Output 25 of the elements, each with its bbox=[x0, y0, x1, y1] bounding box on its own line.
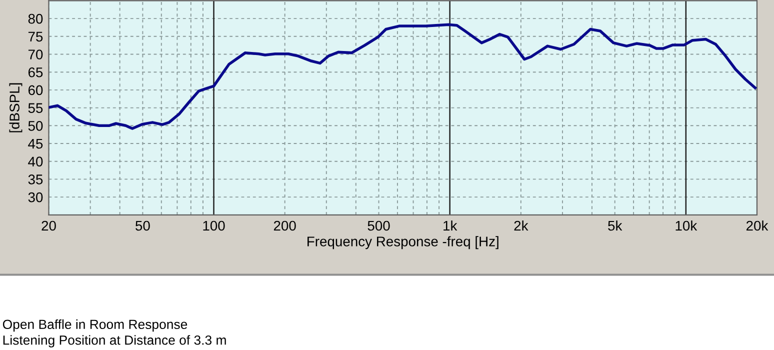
text: Open Baffle in Room Response bbox=[2, 319, 188, 332]
x-tick-label: 5k bbox=[608, 220, 622, 231]
x-tick-label: 10k bbox=[676, 220, 698, 231]
y-tick-label: 80 bbox=[28, 14, 43, 24]
x-tick-label: 50 bbox=[136, 220, 150, 231]
y-tick-label: 65 bbox=[28, 67, 43, 78]
x-tick-label: 500 bbox=[368, 220, 390, 231]
y-tick-label: 75 bbox=[28, 32, 43, 42]
y-tick-label: 30 bbox=[28, 192, 43, 202]
y-tick-label: 60 bbox=[28, 85, 43, 96]
x-tick-label: 20k bbox=[746, 220, 768, 231]
x-tick-label: 2k bbox=[514, 220, 528, 231]
y-tick-label: 70 bbox=[28, 50, 43, 60]
y-axis-title: [dBSPL] bbox=[9, 83, 22, 132]
y-tick-label: 35 bbox=[28, 174, 43, 184]
x-axis-title: Frequency Response -freq [Hz] bbox=[308, 236, 498, 250]
x-tick-label: 100 bbox=[203, 220, 225, 231]
y-tick-label: 55 bbox=[28, 103, 43, 113]
x-tick-label: 200 bbox=[274, 220, 296, 231]
y-tick-label: 50 bbox=[28, 120, 43, 131]
y-tick-label: 45 bbox=[28, 138, 43, 149]
text: Listening Position at Distance of 3.3 m bbox=[3, 335, 226, 348]
x-tick-label: 1k bbox=[444, 220, 458, 231]
y-tick-label: 40 bbox=[28, 156, 43, 167]
x-tick-label: 20 bbox=[42, 220, 56, 231]
